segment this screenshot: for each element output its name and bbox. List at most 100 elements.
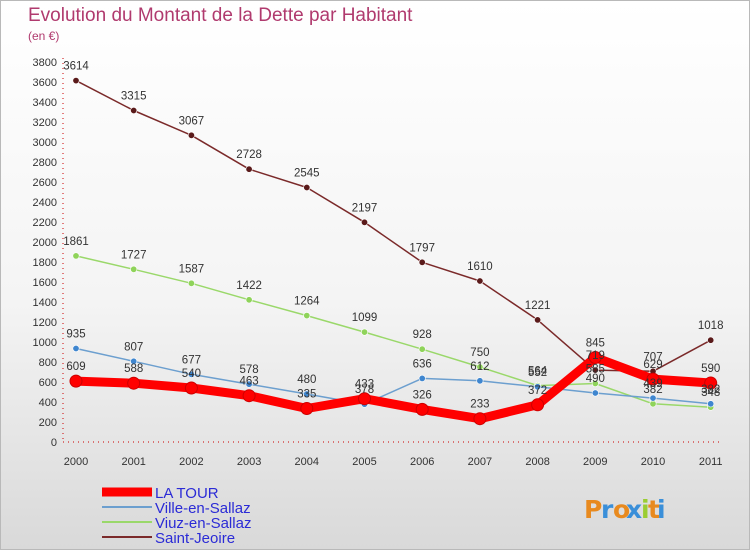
- logo-letter: t: [648, 495, 660, 524]
- data-label: 335: [297, 389, 316, 401]
- data-label: 480: [297, 374, 316, 386]
- data-label: 348: [701, 387, 720, 399]
- data-point: [358, 392, 371, 406]
- legend-label: Ville-en-Sallaz: [155, 500, 251, 517]
- data-label: 1422: [236, 280, 262, 292]
- data-point: [534, 383, 542, 391]
- y-tick-label: 200: [39, 417, 57, 429]
- data-label: 1797: [409, 242, 435, 254]
- x-tick-label: 2008: [525, 456, 549, 468]
- data-label: 552: [528, 367, 547, 379]
- data-labels: 3614 3315 3067 2728 2545 2197 1797 1610 1221 719 7…: [63, 61, 723, 411]
- data-label: 1861: [63, 236, 89, 248]
- data-point: [69, 374, 83, 388]
- logo-letter: P: [584, 495, 602, 524]
- x-tick-label: 2001: [121, 456, 145, 468]
- data-point: [591, 366, 599, 374]
- x-tick-label: 2006: [410, 456, 434, 468]
- y-tick-label: 2600: [33, 177, 57, 189]
- axes: 0 200 400 600 800 1000 1200 1400 1600 1800 2000 220…: [33, 57, 723, 468]
- data-label: 1264: [294, 296, 320, 308]
- data-label: 845: [586, 338, 605, 350]
- data-label: 3067: [179, 115, 205, 127]
- data-point: [415, 402, 429, 416]
- y-tick-label: 3200: [33, 117, 57, 129]
- data-label: 1727: [121, 249, 147, 261]
- data-point: [303, 390, 311, 398]
- x-tick-label: 2007: [468, 456, 492, 468]
- data-point: [591, 379, 599, 387]
- data-point: [127, 376, 141, 390]
- data-point: [130, 107, 138, 115]
- data-label: 612: [470, 361, 489, 373]
- data-label: 490: [586, 373, 605, 385]
- data-point: [591, 389, 599, 397]
- data-label: 372: [528, 385, 547, 397]
- y-tick-label: 1400: [33, 297, 57, 309]
- x-tick-label: 2005: [352, 456, 376, 468]
- data-point: [303, 312, 311, 320]
- logo-letter: i: [657, 495, 666, 524]
- data-point: [303, 184, 311, 192]
- data-label: 636: [413, 358, 432, 370]
- data-label: 433: [355, 379, 374, 391]
- y-tick-label: 2200: [33, 217, 57, 229]
- data-label: 1610: [467, 261, 493, 273]
- legend-label: Viuz-en-Sallaz: [155, 515, 251, 532]
- logo-letter: i: [641, 495, 650, 524]
- data-point: [476, 277, 484, 285]
- logo-letter: r: [601, 495, 614, 524]
- y-tick-label: 0: [51, 437, 57, 449]
- x-tick-label: 2010: [641, 456, 665, 468]
- data-point: [187, 279, 195, 287]
- x-tick-label: 2004: [295, 456, 319, 468]
- data-point: [72, 77, 80, 85]
- y-tick-label: 400: [39, 397, 57, 409]
- data-label: 578: [240, 364, 259, 376]
- data-label: 540: [182, 368, 201, 380]
- series-line: [71, 353, 716, 424]
- data-point: [130, 265, 138, 273]
- logo-letter: x: [626, 495, 642, 524]
- data-label: 1587: [179, 263, 205, 275]
- data-label: 750: [470, 347, 489, 359]
- data-point: [245, 165, 253, 173]
- y-tick-label: 600: [39, 377, 57, 389]
- data-label: 719: [586, 350, 605, 362]
- x-tick-label: 2000: [64, 456, 88, 468]
- y-tick-label: 1000: [33, 337, 57, 349]
- data-label: 807: [124, 341, 143, 353]
- data-label: 588: [124, 363, 143, 375]
- x-tick-label: 2011: [699, 456, 723, 468]
- data-label: 3614: [63, 61, 89, 73]
- data-point: [418, 258, 426, 266]
- data-point: [707, 400, 715, 408]
- data-label: 1221: [525, 300, 551, 312]
- data-point: [72, 344, 80, 352]
- data-point: [418, 374, 426, 382]
- data-label: 326: [413, 389, 432, 401]
- data-point: [245, 380, 253, 388]
- data-point: [184, 381, 198, 395]
- series-line: [75, 255, 712, 408]
- chart-title: Evolution du Montant de la Dette par Hab…: [28, 5, 413, 26]
- data-label: 382: [701, 384, 720, 396]
- data-point: [588, 351, 602, 364]
- data-point: [704, 376, 718, 390]
- data-point: [360, 328, 368, 336]
- data-label: 378: [355, 384, 374, 396]
- y-tick-label: 3800: [33, 57, 57, 69]
- data-label: 935: [66, 329, 85, 341]
- series-line: [75, 347, 712, 405]
- y-tick-label: 800: [39, 357, 57, 369]
- data-point: [534, 316, 542, 324]
- data-point: [187, 131, 195, 139]
- data-point: [300, 402, 314, 415]
- legend-label: Saint-Jeoire: [155, 530, 235, 547]
- data-label: 928: [413, 329, 432, 341]
- x-tick-label: 2002: [179, 456, 203, 468]
- data-point: [476, 377, 484, 385]
